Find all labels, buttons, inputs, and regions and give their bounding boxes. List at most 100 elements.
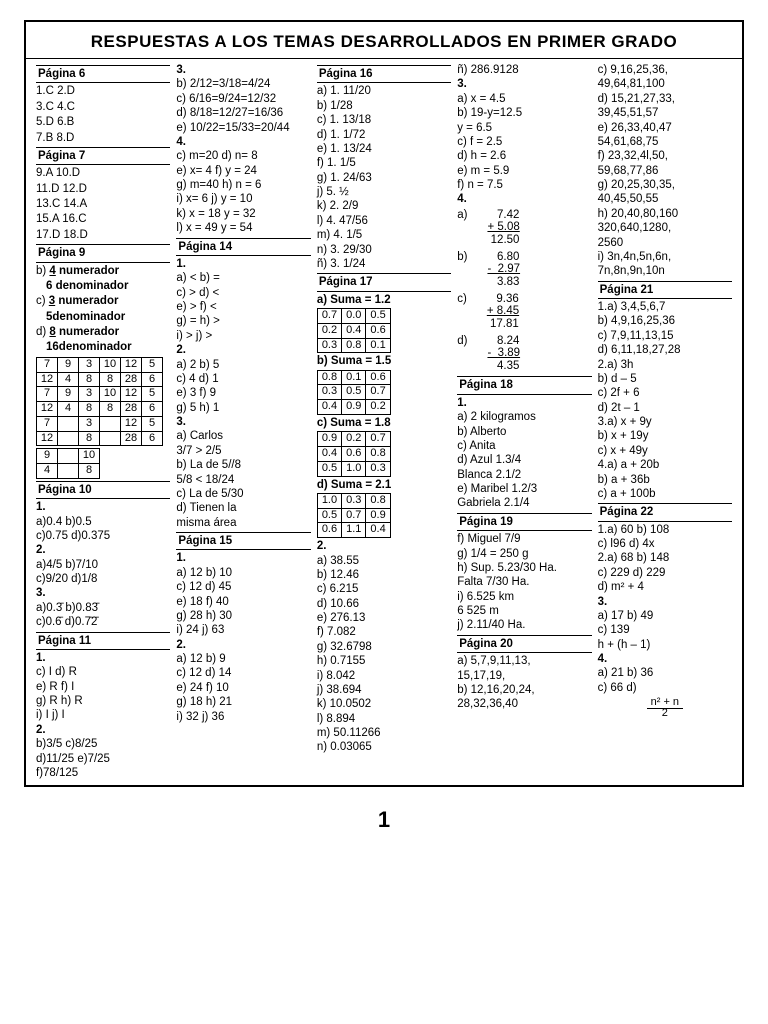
line: c) La de 5/30 [176,487,310,501]
line: d) h = 2.6 [457,149,591,163]
line: e) 18 f) 40 [176,595,310,609]
line: c) Anita [457,439,591,453]
line: 1. [36,500,170,514]
line: n) 3. 29/30 [317,243,451,257]
heading-p21: Página 21 [598,281,732,299]
p17-d: d) Suma = 2.1 [317,478,451,492]
cell: 0.7 [366,432,390,447]
line: i) I j) I [36,708,170,722]
cell [58,431,79,446]
line: 3.a) x + 9y [598,415,732,429]
cell: 3 [79,416,100,431]
heading-p22: Página 22 [598,503,732,521]
p19-list: f) Miguel 7/9g) 1/4 = 250 gh) Sup. 5.23/… [457,532,591,633]
cell: 12 [121,387,142,402]
line: 1. [36,651,170,665]
cell: 0.8 [342,338,366,353]
line: j) 5. ½ [317,185,451,199]
line: h) Sup. 5.23/30 Ha. [457,561,591,575]
line: 3. [176,63,310,77]
cell: 0.7 [366,385,390,400]
cell: 8 [100,402,121,417]
line: a) 2 b) 5 [176,358,310,372]
cell: 10 [100,387,121,402]
cell: 10 [79,449,100,464]
line: 7n,8n,9n,10n [598,264,732,278]
line: b) 2/12=3/18=4/24 [176,77,310,91]
line: 28,32,36,40 [457,697,591,711]
line: i) > j) > [176,329,310,343]
cell: 5 [142,416,163,431]
cell: 8 [79,372,100,387]
t: c) [36,295,49,307]
line: f) 7.082 [317,625,451,639]
cell: 28 [121,402,142,417]
cell: 0.8 [366,447,390,462]
cell: 12 [37,431,58,446]
line: a) 12 b) 10 [176,566,310,580]
line: b) d – 5 [598,372,732,386]
cell: 0.4 [317,400,341,415]
cell: 1.1 [342,523,366,538]
arith-d: d) 8.24 - 3.89 4.35 [457,334,591,375]
c4-top: ñ) 286.91283.a) x = 4.5b) 19-y=12.5 y = … [457,63,591,207]
p15-list: 1.a) 12 b) 10c) 12 d) 45e) 18 f) 40g) 28… [176,551,310,724]
cell: 0.3 [366,461,390,476]
cell: 0.1 [342,370,366,385]
lbl: a) [457,208,467,249]
line: d) 8/18=12/27=16/36 [176,106,310,120]
frac-den: 2 [658,707,672,719]
line: n) 0.03065 [317,740,451,754]
p21-list: 1.a) 3,4,5,6,7b) 4,9,16,25,36c) 7,9,11,1… [598,300,732,501]
cell: 0.3 [317,338,341,353]
cell: 9 [58,387,79,402]
cell: 0.5 [317,508,341,523]
cell: 0.6 [366,370,390,385]
line: 2. [317,539,451,553]
t: numerador [56,326,119,338]
p7-line: 13.C 14.A [36,197,170,211]
cell: 0.3 [317,385,341,400]
cell: 7 [37,416,58,431]
p17-b-table: 0.80.10.60.30.50.70.40.90.2 [317,370,391,415]
cell: 4 [58,402,79,417]
line: c) 9,16,25,36, [598,63,732,77]
line: 320,640,1280, [598,221,732,235]
cell [58,416,79,431]
line: a) < b) = [176,271,310,285]
line: g) 5 h) 1 [176,401,310,415]
heading-p6: Página 6 [36,65,170,83]
cell [58,449,79,464]
cell: 8 [79,431,100,446]
cell: 5 [142,387,163,402]
heading-p16: Página 16 [317,65,451,83]
line: d) m² + 4 [598,580,732,594]
arith-b: b) 6.80 - 2.97 3.83 [457,250,591,291]
line: g) 1/4 = 250 g [457,547,591,561]
c5-top: c) 9,16,25,36,49,64,81,100d) 15,21,27,33… [598,63,732,279]
p9-b: b) 4 numerador [36,264,170,278]
l: + 5.08 [487,221,519,233]
line: e) m = 5.9 [457,164,591,178]
line: c) I d) R [36,665,170,679]
line: a) 12 b) 9 [176,652,310,666]
line: c) 6.215 [317,582,451,596]
arith: 7.42 + 5.08 12.50 [487,209,519,247]
line: i) x= 6 j) y = 10 [176,192,310,206]
cell: 9 [37,449,58,464]
line: c) a + 100b [598,487,732,501]
p17-d-table: 1.00.30.80.50.70.90.61.10.4 [317,493,391,538]
t: numerador [56,265,119,277]
p14-list: 1.a) < b) =c) > d) <e) > f) <g) = h) >i)… [176,257,310,530]
line: 49,64,81,100 [598,77,732,91]
line: h) 0.7155 [317,654,451,668]
column-5: c) 9,16,25,36,49,64,81,100d) 15,21,27,33… [598,63,732,781]
line: misma área [176,516,310,530]
cell: 0.5 [317,461,341,476]
line: a) Carlos [176,429,310,443]
line: c) 12 d) 45 [176,580,310,594]
line: 2560 [598,236,732,250]
cell: 6 [142,431,163,446]
cell: 8 [100,372,121,387]
l: 7.42 [487,209,519,221]
